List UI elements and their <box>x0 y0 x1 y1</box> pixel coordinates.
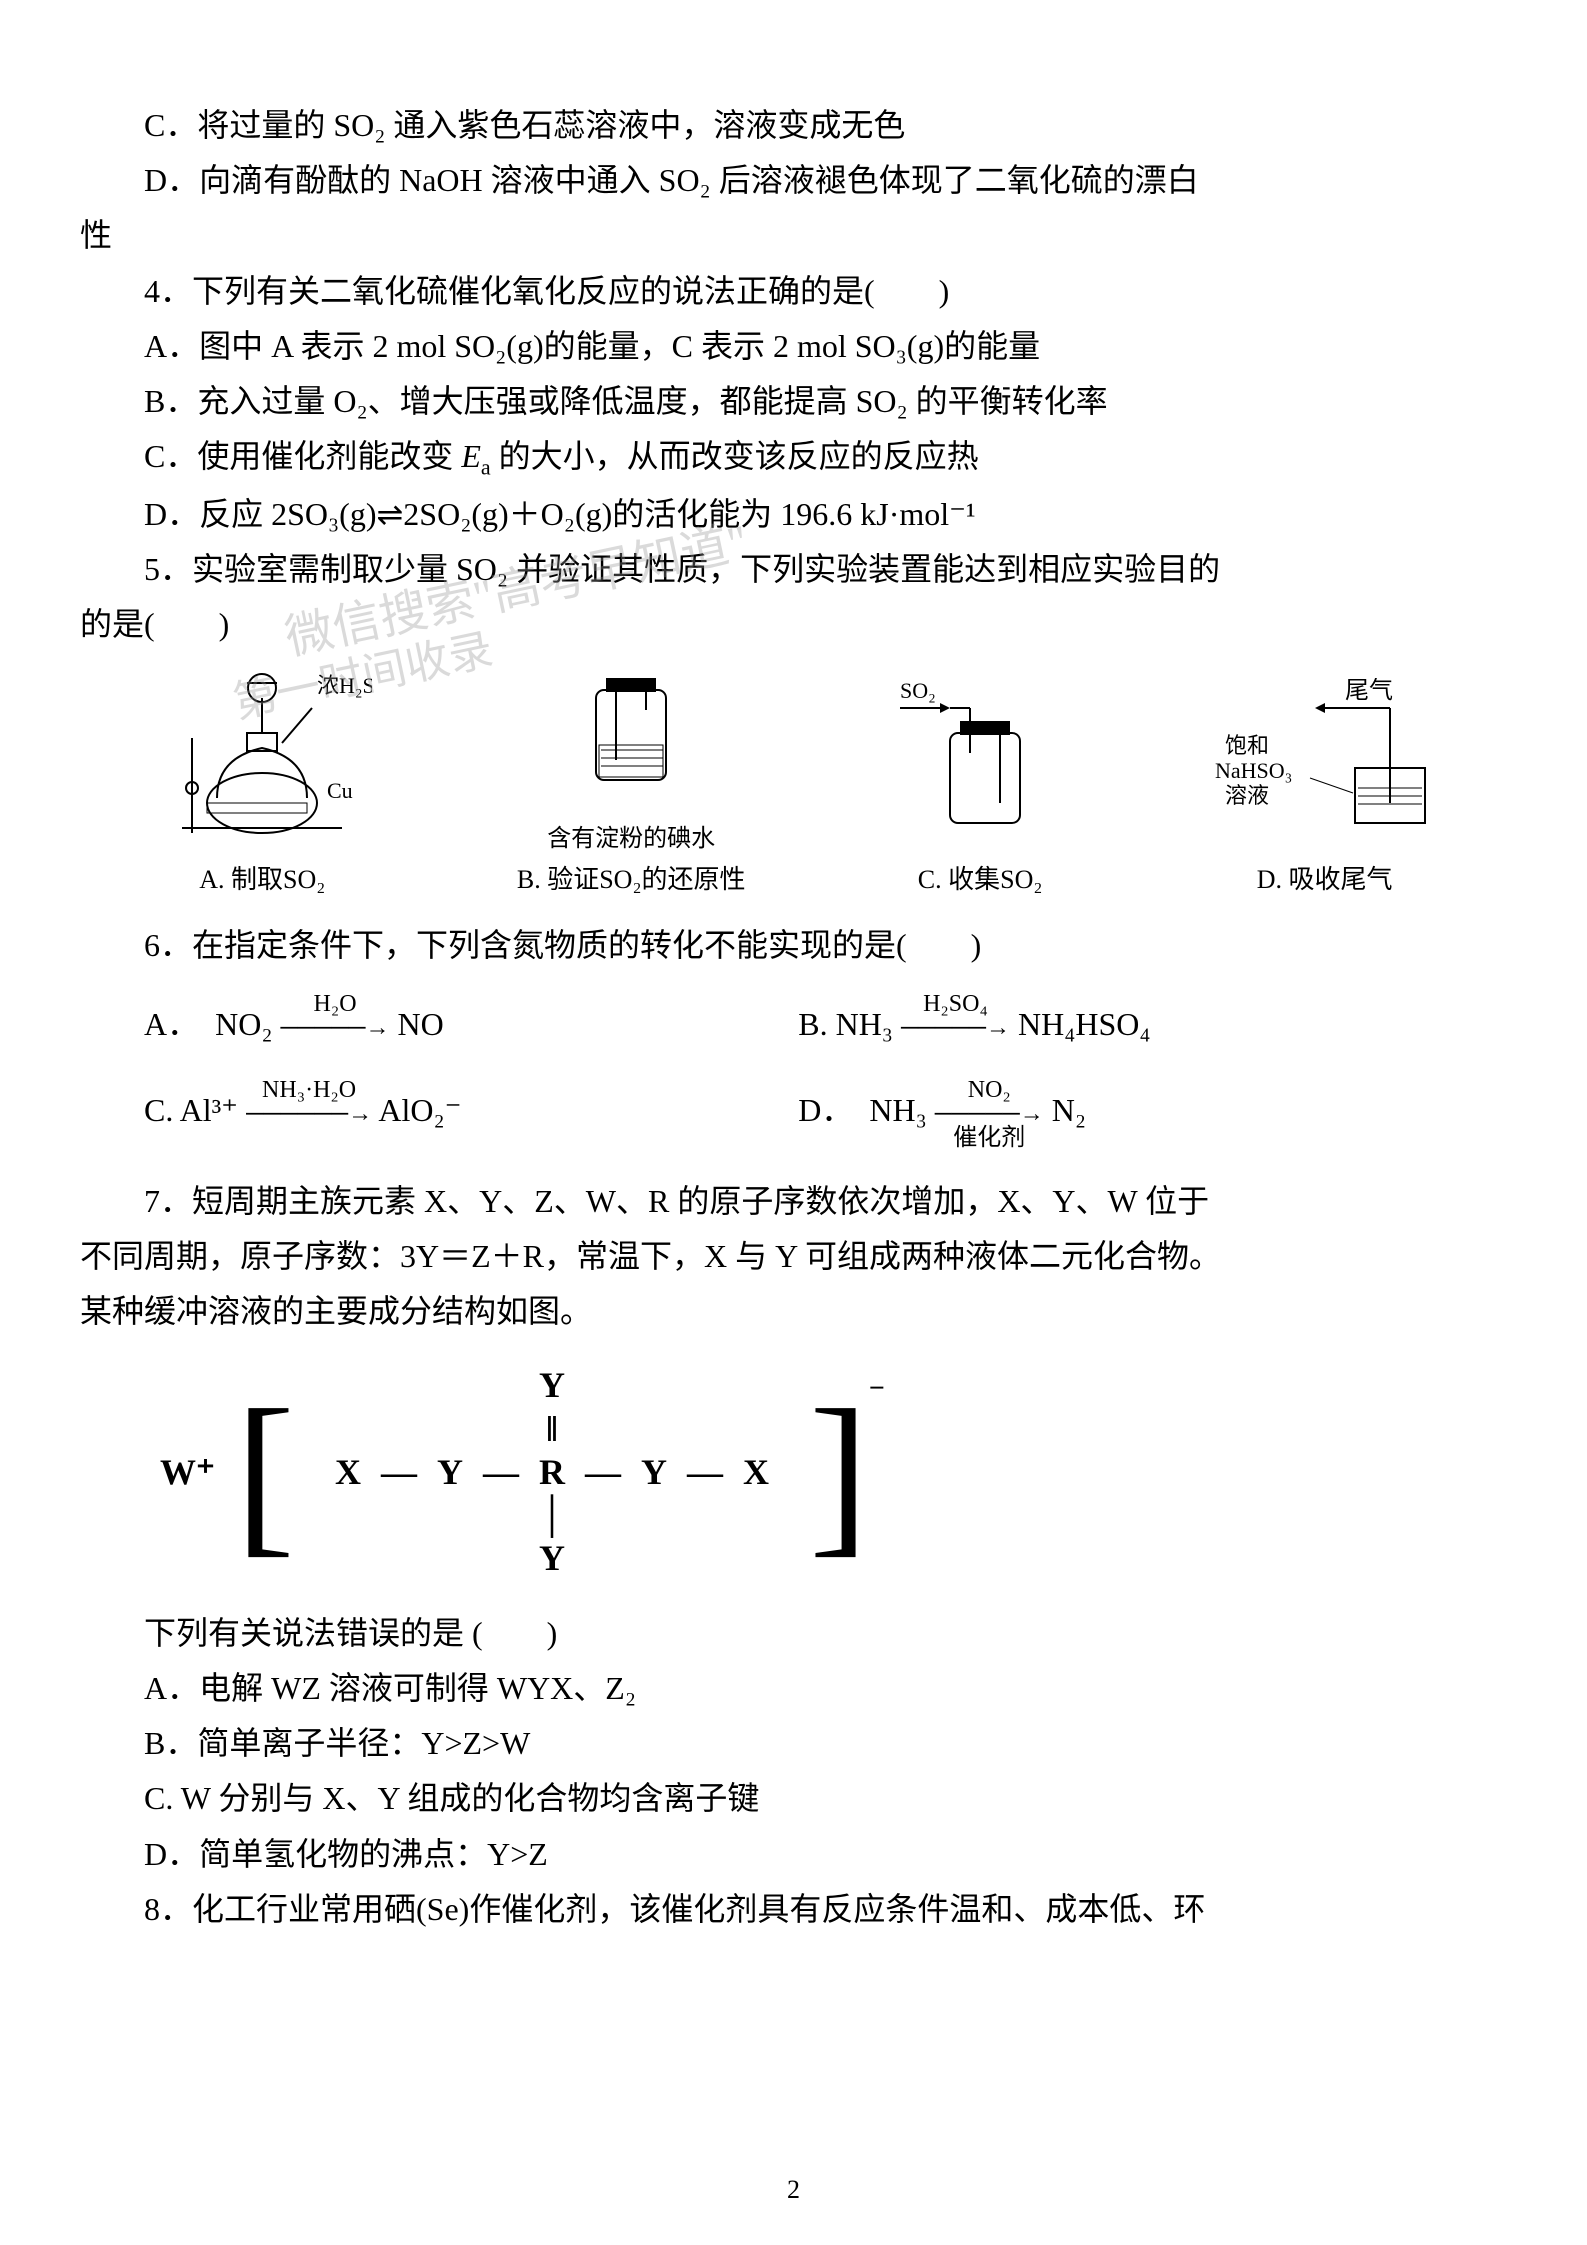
q3-optD-line1: D．向滴有酚酞的 NaOH 溶液中通入 SO₂ 后溶液褪色体现了二氧化硫的漂白 <box>80 155 1507 206</box>
q4-stem: 4．下列有关二氧化硫催化氧化反应的说法正确的是( ) <box>80 266 1507 317</box>
diagram-c-caption: C. 收集SO₂ <box>890 859 1070 901</box>
q7-stem-3: 某种缓冲溶液的主要成分结构如图。 <box>80 1286 1507 1337</box>
label-cu: Cu <box>327 778 353 803</box>
q7-structure: W⁺ [ Y ‖ X — Y — R — Y — X │ Y ] − <box>80 1357 1507 1587</box>
diagram-b-caption: B. 验证SO₂的还原性 <box>517 859 746 901</box>
diagram-a-caption: A. 制取SO₂ <box>152 859 372 901</box>
diagram-b: 含有淀粉的碘水 B. 验证SO₂的还原性 <box>517 640 746 901</box>
q4-optC-suffix: 的大小，从而改变该反应的反应热 <box>491 438 979 474</box>
struct-y-top: Y <box>539 1357 565 1415</box>
diagram-d: 尾气 饱和 NaHSO₃ 溶液 D. 吸收尾气 <box>1215 678 1435 900</box>
q7-optD: D．简单氢化物的沸点：Y>Z <box>80 1829 1507 1880</box>
q4-optD: D．反应 2SO₃(g)⇌2SO₂(g)＋O₂(g)的活化能为 196.6 kJ… <box>80 489 1507 540</box>
q4-optA: A．图中 A 表示 2 mol SO₂(g)的能量，C 表示 2 mol SO₃… <box>80 321 1507 372</box>
struct-dbond: ‖ <box>546 1415 558 1444</box>
diagram-c: SO₂ C. 收集SO₂ <box>890 678 1070 900</box>
q3-optC: C．将过量的 SO₂ 通入紫色石蕊溶液中，溶液变成无色 <box>80 100 1507 151</box>
q6-optC: C. Al³⁺ ──────→NH₃·H₂O AlO₂⁻ <box>144 1085 798 1136</box>
apparatus-a-svg: 浓H₂SO₄ Cu <box>152 658 372 838</box>
bracket-left: [ <box>235 1383 295 1563</box>
apparatus-d-svg: 尾气 饱和 NaHSO₃ 溶液 <box>1215 678 1435 838</box>
q8-stem: 8．化工行业常用硒(Se)作催化剂，该催化剂具有反应条件温和、成本低、环 <box>80 1884 1507 1935</box>
q6-options: A． NO₂ ─────→H₂O NO B. NH₃ ─────→H₂SO₄ N… <box>80 975 1507 1145</box>
q5-stem-1: 5．实验室需制取少量 SO₂ 并验证其性质，下列实验装置能达到相应实验目的 <box>80 544 1507 595</box>
diagram-b-label: 含有淀粉的碘水 <box>517 820 746 858</box>
q4-optC: C．使用催化剂能改变 Ea 的大小，从而改变该反应的反应热 <box>80 431 1507 485</box>
label-tail-gas: 尾气 <box>1345 678 1393 704</box>
q4-optB: B．充入过量 O₂、增大压强或降低温度，都能提高 SO₂ 的平衡转化率 <box>80 376 1507 427</box>
label-nahso3-1: 饱和 <box>1225 733 1269 758</box>
label-nahso3-2: NaHSO₃ <box>1215 758 1292 783</box>
label-so2-in: SO₂ <box>900 678 936 703</box>
q6-stem: 6．在指定条件下，下列含氮物质的转化不能实现的是( ) <box>80 920 1507 971</box>
q4-optC-E: E <box>461 438 481 474</box>
q7-optB: B．简单离子半径：Y>Z>W <box>80 1718 1507 1769</box>
struct-inner: Y ‖ X — Y — R — Y — X │ Y <box>295 1357 809 1587</box>
struct-minus: − <box>869 1367 885 1412</box>
q4-optC-prefix: C．使用催化剂能改变 <box>144 438 461 474</box>
label-h2so4: 浓H₂SO₄ <box>317 673 372 698</box>
q6-optB: B. NH₃ ─────→H₂SO₄ NH₄HSO₄ <box>798 999 1452 1050</box>
bracket-right: ] <box>809 1383 869 1563</box>
q7-followup: 下列有关说法错误的是 ( ) <box>80 1608 1507 1659</box>
struct-row: X — Y — R — Y — X <box>335 1444 769 1502</box>
page-content: C．将过量的 SO₂ 通入紫色石蕊溶液中，溶液变成无色 D．向滴有酚酞的 NaO… <box>80 100 1507 1935</box>
apparatus-c-svg: SO₂ <box>890 678 1070 838</box>
q7-stem-2: 不同周期，原子序数：3Y＝Z＋R，常温下，X 与 Y 可组成两种液体二元化合物。 <box>80 1231 1507 1282</box>
q6-optD: D． NH₃ ─────→NO₂催化剂 N₂ <box>798 1085 1452 1136</box>
q7-optC: C. W 分别与 X、Y 组成的化合物均含离子键 <box>80 1773 1507 1824</box>
q3-optD-line2: 性 <box>80 210 1507 261</box>
apparatus-b-svg <box>551 640 711 800</box>
q5-stem-2: 的是( ) <box>80 599 1507 650</box>
q7-optA: A．电解 WZ 溶液可制得 WYX、Z₂ <box>80 1663 1507 1714</box>
diagram-d-caption: D. 吸收尾气 <box>1215 859 1435 901</box>
page-number: 2 <box>787 2175 800 2205</box>
struct-sbond: │ <box>539 1501 565 1530</box>
label-nahso3-3: 溶液 <box>1225 783 1269 808</box>
struct-w: W⁺ <box>160 1444 215 1502</box>
q6-optA: A． NO₂ ─────→H₂O NO <box>144 999 798 1050</box>
q5-diagrams: 浓H₂SO₄ Cu A. 制取SO₂ 含有淀粉的碘水 B. 验证SO₂的还原性 … <box>80 670 1507 900</box>
struct-y-bottom: Y <box>539 1530 565 1588</box>
q4-optC-a: a <box>481 455 491 480</box>
q7-stem-1: 7．短周期主族元素 X、Y、Z、W、R 的原子序数依次增加，X、Y、W 位于 <box>80 1176 1507 1227</box>
diagram-a: 浓H₂SO₄ Cu A. 制取SO₂ <box>152 658 372 900</box>
